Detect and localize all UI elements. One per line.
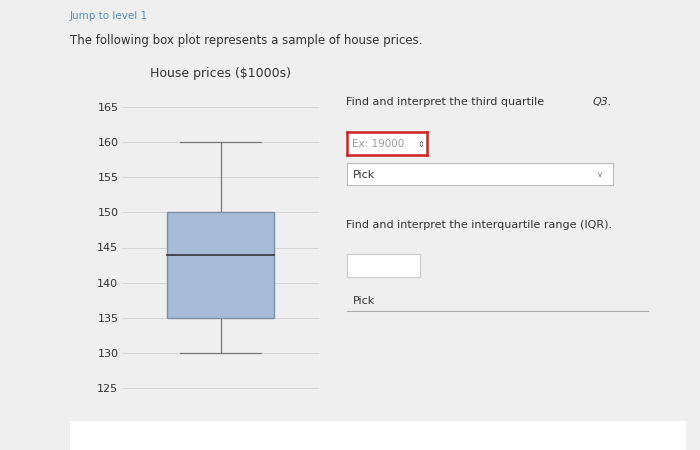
Text: Find and interpret the third quartile: Find and interpret the third quartile (346, 97, 548, 107)
Text: Q3.: Q3. (593, 97, 612, 107)
Text: Pick: Pick (353, 170, 375, 180)
Text: Pick: Pick (353, 296, 375, 306)
Text: Find and interpret the interquartile range (IQR).: Find and interpret the interquartile ran… (346, 220, 612, 230)
Text: Jump to level 1: Jump to level 1 (70, 11, 148, 21)
Text: Ex: 19000: Ex: 19000 (352, 139, 405, 149)
Bar (167, 212, 274, 318)
Text: ⇕: ⇕ (417, 140, 424, 148)
Text: The following box plot represents a sample of house prices.: The following box plot represents a samp… (70, 34, 423, 47)
Title: House prices ($1000s): House prices ($1000s) (150, 67, 291, 80)
Text: ∨: ∨ (597, 170, 603, 179)
